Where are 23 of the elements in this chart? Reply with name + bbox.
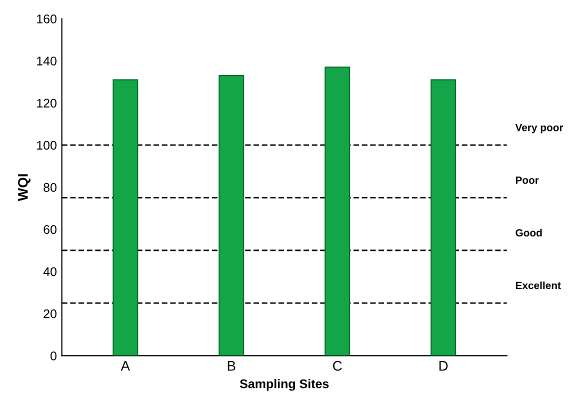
x-tick-label: D — [439, 361, 448, 371]
bar — [218, 75, 244, 356]
y-tick-label: 80 — [44, 183, 56, 192]
y-tick-label: 160 — [37, 14, 56, 24]
ref-line-label: Good — [516, 228, 542, 237]
ref-line-label: Poor — [516, 176, 539, 184]
y-tick-label: 60 — [44, 225, 56, 234]
x-tick-label: C — [333, 360, 342, 371]
x-tick-label: A — [120, 361, 130, 371]
y-axis-title: WQI — [18, 174, 30, 202]
y-tick-label: 120 — [37, 98, 56, 108]
ref-line-label: Excellent — [516, 282, 561, 290]
y-tick-label: 140 — [37, 56, 56, 66]
y-tick-label: 40 — [43, 267, 56, 276]
x-tick-label: B — [228, 361, 236, 371]
y-tick-label: 0 — [50, 351, 56, 360]
y-tick-label: 20 — [44, 309, 56, 318]
x-axis-title: Sampling Sites — [240, 379, 329, 391]
y-tick-label: 100 — [37, 140, 56, 150]
bar — [112, 79, 138, 356]
bar — [324, 66, 350, 356]
bar — [430, 79, 456, 356]
ref-line-label: Very poor — [515, 124, 564, 134]
